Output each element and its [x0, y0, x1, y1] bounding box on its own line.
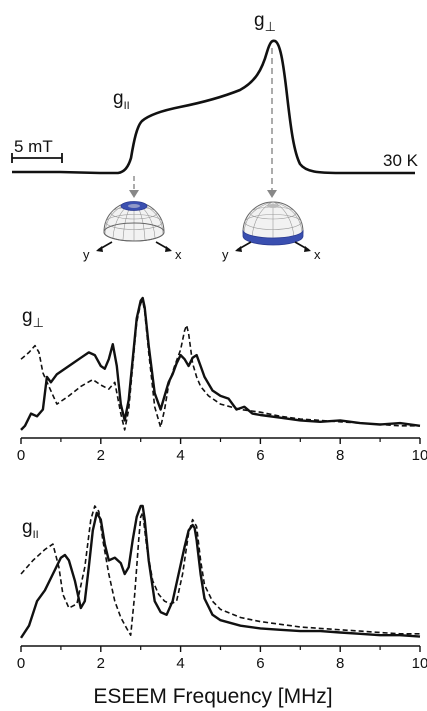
sphere2-x-axis-label: x: [314, 247, 321, 262]
sphere2-y-axis-label: y: [222, 247, 229, 262]
g-par-label: gII: [113, 88, 130, 112]
x-tick-label: 6: [256, 447, 264, 464]
sphere1-x-axis-label: x: [175, 247, 182, 262]
scale-bar: 5 mT: [11, 137, 63, 163]
x-axis-ticks: 0 2 4 6 8 10: [17, 438, 427, 464]
g-perp-label: g⊥: [254, 10, 276, 34]
temperature-label: 30 K: [383, 151, 419, 170]
x-tick-label: 6: [256, 655, 264, 672]
x-tick-label: 4: [176, 447, 184, 464]
eseem-perp-panel-label: g⊥: [22, 306, 44, 330]
x-tick-label: 10: [412, 447, 427, 464]
x-axis-ticks: 0 2 4 6 8 10: [17, 646, 427, 672]
parallel-arrow: [129, 176, 139, 198]
parallel-orientation-hemisphere: y x: [83, 201, 182, 262]
x-tick-label: 8: [336, 655, 344, 672]
x-tick-label: 0: [17, 447, 25, 464]
series-solid-line: [20, 296, 421, 431]
series-solid-line: [19, 504, 421, 639]
eseem-par-panel-label: gII: [22, 517, 39, 541]
x-tick-label: 2: [97, 447, 105, 464]
x-axis-title: ESEEM Frequency [MHz]: [93, 685, 332, 708]
x-tick-label: 10: [412, 655, 427, 672]
epr-panel: g⊥ gII 5 mT 30 K: [11, 10, 419, 262]
series-dashed-line: [20, 299, 420, 431]
perpendicular-orientation-band: [242, 229, 304, 246]
sphere1-y-axis-label: y: [83, 247, 90, 262]
scale-bar-label: 5 mT: [14, 137, 53, 156]
x-tick-label: 2: [97, 655, 105, 672]
x-tick-label: 4: [176, 655, 184, 672]
series-dashed-line: [20, 505, 420, 636]
perpendicular-arrow: [267, 48, 277, 198]
eseem-panel-perp: g⊥ 0 2 4 6 8 10: [17, 296, 427, 464]
x-tick-label: 8: [336, 447, 344, 464]
eseem-panel-par: gII 0 2 4 6 8 10: [17, 504, 427, 672]
epr-spectrum-trace: [12, 39, 415, 175]
x-tick-label: 0: [17, 655, 25, 672]
perpendicular-orientation-hemisphere: y x: [222, 201, 321, 262]
